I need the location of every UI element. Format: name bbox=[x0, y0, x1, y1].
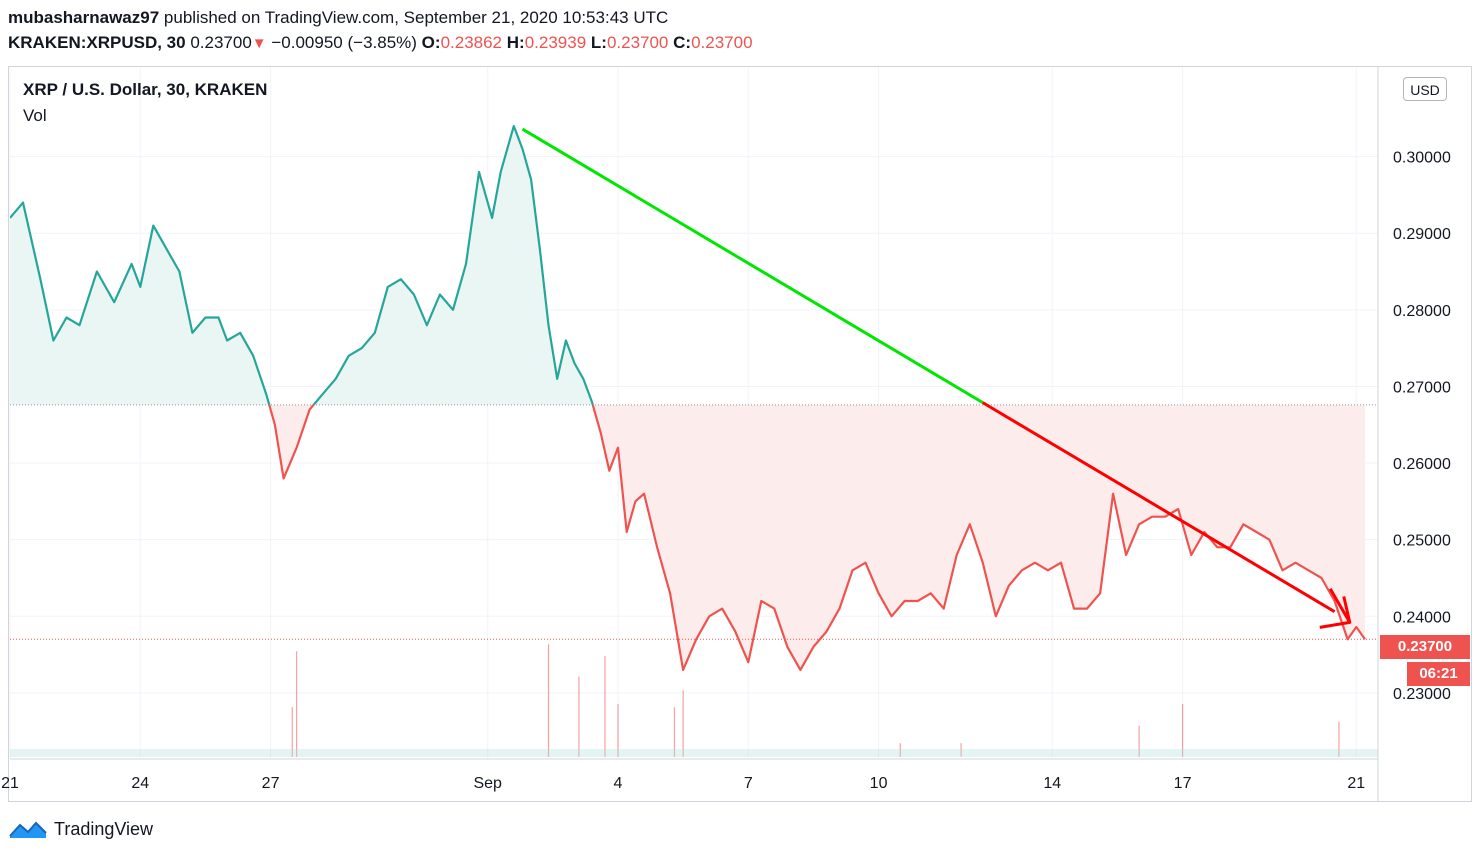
y-tick-label: 0.28000 bbox=[1393, 303, 1451, 320]
trendline-red bbox=[982, 401, 1336, 613]
symbol-label: KRAKEN:XRPUSD, 30 bbox=[8, 33, 186, 52]
chart-legend-title: XRP / U.S. Dollar, 30, KRAKEN bbox=[23, 80, 268, 99]
countdown-tag: 06:21 bbox=[1407, 662, 1470, 686]
close-label: C: bbox=[673, 33, 692, 52]
y-tick-label: 0.24000 bbox=[1393, 609, 1451, 626]
area-fill-above-baseline bbox=[10, 126, 1365, 405]
footer-brand-text: TradingView bbox=[54, 818, 154, 839]
arrow-annotation-head bbox=[1319, 596, 1352, 629]
last-price: 0.23700 bbox=[190, 33, 252, 52]
close-value: 0.23700 bbox=[691, 33, 753, 52]
y-tick-label: 0.25000 bbox=[1393, 533, 1451, 550]
x-tick-label: 27 bbox=[262, 775, 280, 792]
price-change: −0.00950 (−3.85%) bbox=[271, 33, 417, 52]
open-value: 0.23862 bbox=[440, 33, 503, 52]
footer-brand[interactable]: TradingView bbox=[8, 816, 153, 842]
ohlc-header: KRAKEN:XRPUSD, 30 0.23700▼ −0.00950 (−3.… bbox=[8, 33, 753, 53]
x-tick-label: Sep bbox=[473, 775, 502, 792]
x-tick-label: 7 bbox=[744, 775, 753, 792]
trendline-green bbox=[521, 127, 984, 404]
author-name[interactable]: mubasharnawaz97 bbox=[8, 8, 160, 27]
volume-band bbox=[10, 749, 1378, 757]
publish-info: mubasharnawaz97 published on TradingView… bbox=[8, 8, 668, 28]
high-label: H: bbox=[506, 33, 525, 52]
tradingview-logo-icon bbox=[9, 821, 47, 838]
x-tick-label: 21 bbox=[1, 775, 19, 792]
x-tick-label: 21 bbox=[1347, 775, 1365, 792]
open-label: O: bbox=[421, 33, 441, 52]
x-tick-label: 4 bbox=[614, 775, 623, 792]
volume-legend: Vol bbox=[23, 106, 47, 125]
last-price-tag: 0.23700 bbox=[1380, 635, 1470, 659]
high-value: 0.23939 bbox=[524, 33, 587, 52]
y-tick-label: 0.27000 bbox=[1393, 379, 1451, 396]
arrow-annotation-shaft bbox=[1328, 587, 1352, 624]
chart-frame[interactable] bbox=[8, 66, 1472, 802]
currency-button[interactable]: USD bbox=[1403, 77, 1447, 101]
x-tick-label: 14 bbox=[1043, 775, 1061, 792]
x-tick-label: 17 bbox=[1174, 775, 1192, 792]
y-tick-label: 0.30000 bbox=[1393, 150, 1451, 167]
x-tick-label: 10 bbox=[870, 775, 888, 792]
low-label: L: bbox=[590, 33, 607, 52]
x-tick-label: 24 bbox=[131, 775, 149, 792]
y-tick-label: 0.26000 bbox=[1393, 456, 1451, 473]
y-tick-label: 0.29000 bbox=[1393, 226, 1451, 243]
y-tick-label: 0.23000 bbox=[1393, 686, 1451, 703]
low-value: 0.23700 bbox=[606, 33, 669, 52]
price-line-above bbox=[10, 124, 594, 405]
down-arrow-icon: ▼ bbox=[251, 35, 267, 52]
publish-text: published on TradingView.com, September … bbox=[163, 8, 669, 27]
price-line-below bbox=[268, 404, 1366, 671]
